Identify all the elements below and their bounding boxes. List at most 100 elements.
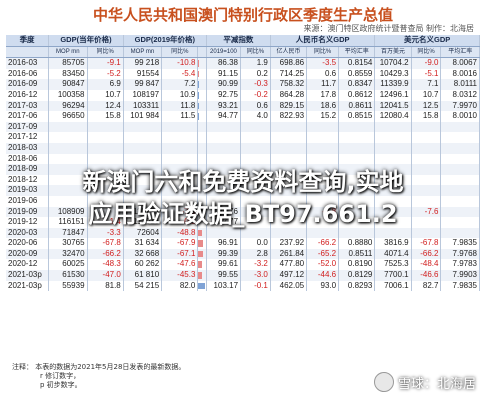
- table-row: 2016-12 100358 10.7 108197 10.9 92.75 -0.2 864.…: [6, 89, 480, 101]
- value-cell: [240, 185, 271, 196]
- value-cell: [161, 142, 199, 154]
- value-cell: 99.55: [206, 270, 242, 281]
- value-cell: [48, 174, 88, 186]
- value-cell: 7.9903: [440, 270, 480, 281]
- table-row: 2018-06: [6, 153, 480, 165]
- subheader-cell: 2019=100: [206, 46, 242, 59]
- value-cell: [240, 142, 271, 154]
- value-cell: -0.3: [240, 79, 271, 90]
- quarter-cell: 2017-03: [6, 100, 50, 112]
- value-cell: 0.6: [240, 100, 271, 112]
- yoy-bar: [198, 229, 203, 237]
- value-cell: 0.8129: [338, 270, 376, 281]
- yoy-bar: [198, 81, 199, 88]
- yoy-bar-cell: [197, 206, 207, 218]
- value-cell: 12496.1: [374, 89, 412, 101]
- gdp-table: 季度 GDP(当年价格) GDP(2019年价格) 平减指数 人民币名义GDP …: [6, 35, 480, 292]
- yoy-bar: [198, 113, 200, 120]
- value-cell: -3.2: [240, 259, 271, 271]
- value-cell: -48.8: [161, 227, 199, 239]
- value-cell: [240, 195, 271, 207]
- value-cell: [87, 121, 124, 133]
- value-cell: [306, 164, 340, 175]
- table-row: 2019-03: [6, 185, 480, 196]
- value-cell: 96294: [48, 100, 88, 112]
- value-cell: [338, 121, 376, 133]
- yoy-bar-cell: [197, 100, 207, 112]
- yoy-bar-cell: [197, 121, 207, 133]
- value-cell: -1.4: [87, 217, 124, 228]
- value-cell: [240, 164, 271, 175]
- value-cell: 101 984: [123, 111, 163, 122]
- value-cell: 17.8: [306, 89, 340, 101]
- value-cell: 8.0010: [440, 111, 480, 122]
- value-cell: 829.15: [270, 100, 308, 112]
- subheader-cell: 同比%: [240, 46, 271, 59]
- value-cell: 8.0111: [440, 79, 480, 90]
- value-cell: [87, 164, 124, 175]
- value-cell: -67.8: [87, 238, 124, 249]
- subheader-cell: 同比%: [411, 46, 442, 59]
- value-cell: 99 847: [123, 79, 163, 90]
- value-cell: [270, 142, 308, 154]
- yoy-bar-cell: [197, 270, 207, 281]
- value-cell: [306, 174, 340, 186]
- yoy-bar-cell: [197, 227, 207, 239]
- subheader-cell: 平均汇率: [440, 46, 480, 59]
- value-cell: -65.2: [306, 248, 340, 260]
- value-cell: [206, 142, 242, 154]
- value-cell: 0.8880: [338, 238, 376, 249]
- value-cell: -44.6: [306, 270, 340, 281]
- value-cell: [411, 227, 442, 239]
- value-cell: [440, 174, 480, 186]
- table-row: 2016-06 83450 -5.2 91554 -5.4 91.15 0.2 714.25 0…: [6, 68, 480, 80]
- yoy-bar: [198, 240, 204, 247]
- value-cell: -10.8: [161, 57, 199, 69]
- subheader-cell: 亿人民币: [270, 46, 308, 59]
- value-cell: [306, 132, 340, 143]
- value-cell: [338, 153, 376, 165]
- value-cell: 83450: [48, 68, 88, 80]
- value-cell: 72604: [123, 227, 163, 239]
- table-subheader-row: MOP mn 同比% MOP mn 同比% 2019=100 同比% 亿人民币 同比% 平均汇率…: [6, 46, 480, 59]
- value-cell: [48, 153, 88, 165]
- value-cell: [306, 217, 340, 228]
- value-cell: 30765: [48, 238, 88, 249]
- header-deflator: 平减指数: [206, 35, 271, 47]
- value-cell: [270, 185, 308, 196]
- quarter-cell: 2017-09: [6, 121, 50, 133]
- value-cell: 96650: [48, 111, 88, 122]
- value-cell: 4071.4: [374, 248, 412, 260]
- value-cell: [87, 185, 124, 196]
- value-cell: 12.5: [411, 100, 442, 112]
- subheader-cell: 平均汇率: [338, 46, 376, 59]
- value-cell: 15.8: [87, 111, 124, 122]
- quarter-cell: 2016-09: [6, 79, 50, 90]
- value-cell: 18.6: [306, 100, 340, 112]
- yoy-bar-cell: [197, 238, 207, 249]
- value-cell: [123, 195, 163, 207]
- value-cell: [440, 185, 480, 196]
- value-cell: -46.6: [411, 270, 442, 281]
- value-cell: [411, 195, 442, 207]
- value-cell: -66.2: [306, 238, 340, 249]
- value-cell: [240, 206, 271, 218]
- value-cell: [161, 195, 199, 207]
- value-cell: 94.77: [206, 111, 242, 122]
- value-cell: 497.12: [270, 270, 308, 281]
- table-row: 2017-03 96294 12.4 103311 11.8 93.21 0.6 829.15…: [6, 100, 480, 112]
- value-cell: 10.7: [87, 89, 124, 101]
- value-cell: [270, 217, 308, 228]
- value-cell: [374, 153, 412, 165]
- value-cell: 32470: [48, 248, 88, 260]
- value-cell: 12080.4: [374, 111, 412, 122]
- value-cell: 82.0: [161, 280, 199, 292]
- quarter-cell: 2021-03p: [6, 270, 50, 281]
- value-cell: [440, 206, 480, 218]
- table-row: 2020-12 60025 -48.3 60 262 -47.6 99.61 -3.2 477…: [6, 259, 480, 271]
- value-cell: [411, 174, 442, 186]
- value-cell: [411, 132, 442, 143]
- yoy-bar-cell: [197, 68, 207, 80]
- yoy-bar: [198, 250, 204, 258]
